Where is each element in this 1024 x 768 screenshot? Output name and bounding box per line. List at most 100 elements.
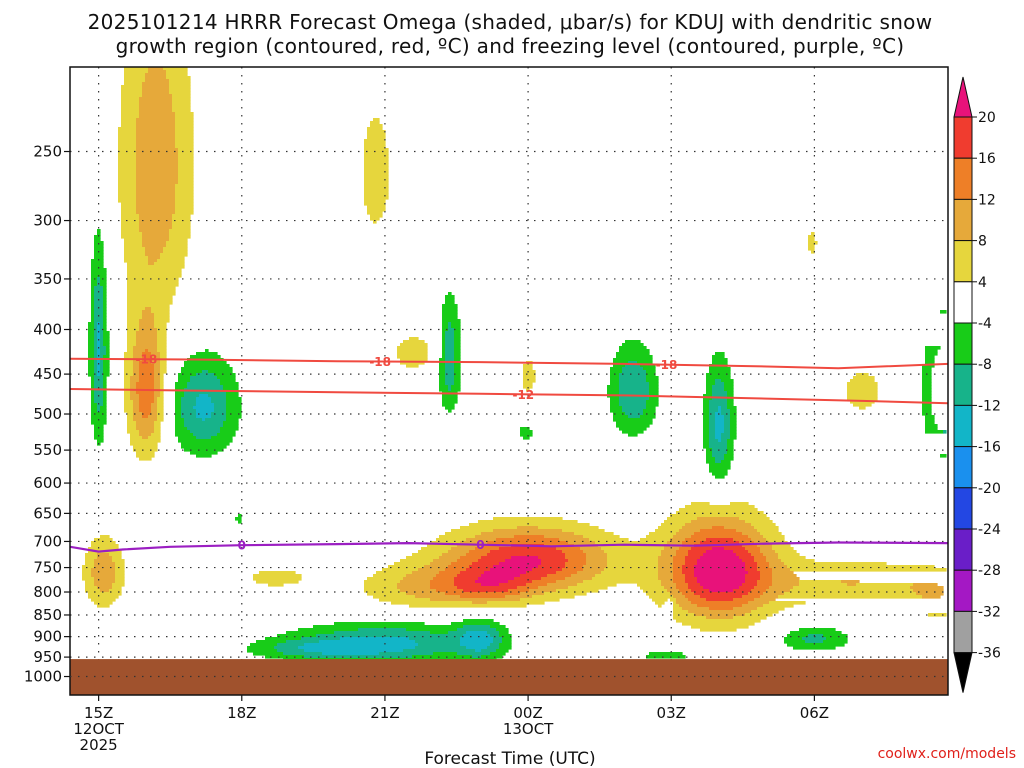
omega-cell (766, 538, 785, 542)
omega-cell (790, 631, 842, 635)
omega-cell (556, 547, 581, 551)
omega-cell (100, 280, 107, 284)
omega-cell (448, 325, 452, 329)
omega-cell (451, 529, 494, 533)
omega-cell (688, 598, 707, 602)
omega-cell (715, 475, 725, 479)
omega-cell (745, 577, 761, 581)
omega-cell (547, 583, 578, 587)
omega-cell (217, 376, 236, 380)
omega-cell (127, 349, 134, 353)
omega-cell (925, 355, 935, 359)
omega-cell (481, 583, 500, 587)
omega-cell (460, 571, 485, 575)
omega-cell (139, 226, 173, 230)
omega-cell (706, 457, 716, 461)
omega-cell (490, 550, 563, 554)
omega-cell (658, 526, 683, 530)
omega-cell (664, 586, 677, 590)
omega-cell (709, 433, 716, 437)
omega-cell (757, 580, 773, 584)
omega-cell (658, 604, 662, 608)
omega-cell (100, 406, 107, 410)
omega-cell (709, 445, 728, 449)
omega-cell (112, 556, 122, 560)
omega-cell (97, 340, 101, 344)
omega-cell (154, 382, 161, 386)
omega-cell (721, 409, 731, 413)
omega-cell (103, 364, 110, 368)
omega-cell (724, 430, 731, 434)
omega-cell (706, 379, 716, 383)
omega-cell (562, 529, 605, 533)
omega-cell (628, 415, 641, 419)
omega-cell (97, 283, 101, 287)
omega-cell (439, 382, 446, 386)
omega-cell (556, 589, 599, 593)
omega-cell (175, 121, 194, 125)
omega-cell (196, 409, 215, 413)
omega-cell (124, 379, 131, 383)
omega-cell (430, 580, 455, 584)
omega-cell (673, 613, 695, 617)
omega-cell (91, 280, 98, 284)
omega-cell (256, 580, 299, 584)
omega-cell (157, 331, 167, 335)
omega-cell (487, 601, 545, 605)
omega-cell (94, 340, 98, 344)
omega-cell (100, 349, 107, 353)
omega-cell (121, 121, 137, 125)
omega-cell (136, 211, 176, 215)
omega-cell (88, 322, 95, 326)
omega-cell (172, 214, 191, 218)
omega-cell (373, 118, 380, 122)
omega-cell (250, 643, 278, 647)
omega-cell (679, 589, 692, 593)
omega-cell (607, 559, 659, 563)
omega-cell (709, 469, 728, 473)
omega-cell (91, 409, 98, 413)
omega-cell (364, 181, 389, 185)
omega-cell (649, 382, 659, 386)
omega-cell (100, 283, 107, 287)
omega-cell (562, 568, 584, 572)
omega-cell (442, 304, 458, 308)
omega-cell (97, 439, 104, 443)
omega-cell (592, 577, 659, 581)
omega-cell (643, 367, 656, 371)
omega-cell (100, 337, 104, 341)
omega-cell (400, 580, 431, 584)
omega-cell (181, 409, 197, 413)
omega-cell (691, 502, 710, 506)
omega-cell (178, 163, 194, 167)
omega-cell (175, 127, 194, 131)
omega-cell (682, 607, 710, 611)
omega-cell (715, 424, 725, 428)
omega-cell (646, 403, 659, 407)
omega-cell (118, 139, 137, 143)
omega-cell (421, 547, 452, 551)
omega-cell (619, 403, 647, 407)
omega-cell (703, 439, 710, 443)
omega-cell (445, 370, 455, 374)
omega-cell (265, 637, 302, 641)
omega-cell (133, 352, 143, 356)
omega-cell (367, 136, 386, 140)
omega-cell (568, 541, 596, 545)
omega-cell (97, 349, 101, 353)
omega-cell (103, 391, 107, 395)
omega-cell (841, 580, 860, 584)
omega-cell (367, 592, 407, 596)
omega-cell (91, 571, 116, 575)
omega-cell (673, 616, 707, 620)
omega-cell (670, 538, 686, 542)
omega-shading (82, 67, 947, 665)
omega-cell (124, 250, 146, 254)
omega-cell (616, 352, 650, 356)
dgz-label-1: -18 (369, 355, 391, 369)
omega-cell (121, 211, 137, 215)
omega-cell (175, 190, 194, 194)
omega-cell (610, 373, 620, 377)
omega-cell (136, 340, 158, 344)
omega-cell (142, 436, 149, 440)
